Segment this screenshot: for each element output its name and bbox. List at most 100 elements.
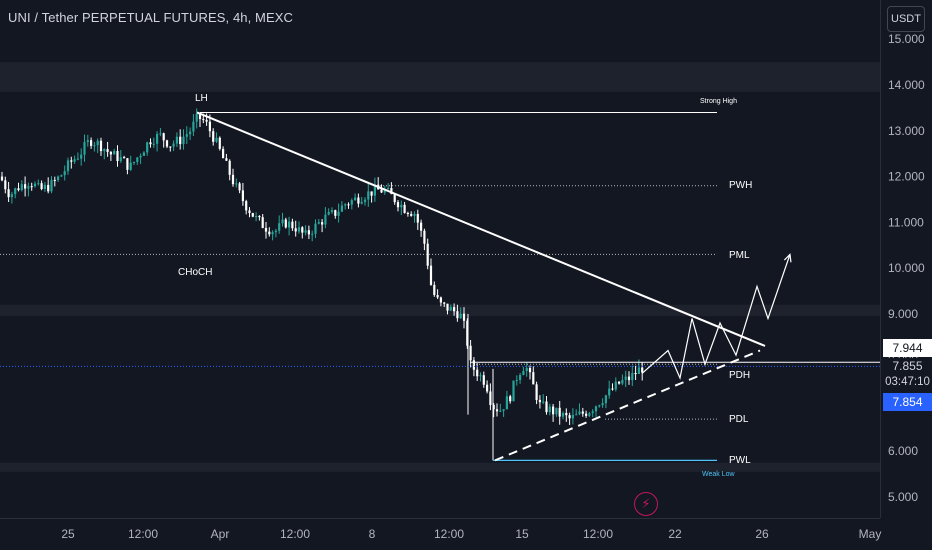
candle-body bbox=[255, 215, 258, 217]
candle-body bbox=[443, 302, 446, 304]
candle bbox=[192, 114, 195, 137]
candle bbox=[57, 175, 60, 182]
candle-body bbox=[0, 176, 4, 181]
candle-body bbox=[641, 367, 644, 373]
pwh-label: PWH bbox=[729, 180, 752, 191]
candle bbox=[86, 134, 89, 147]
candle-body bbox=[225, 158, 228, 161]
candle-body bbox=[482, 375, 485, 385]
candle-body bbox=[459, 313, 462, 319]
tradingview-bolt-icon[interactable]: ⚡ bbox=[634, 492, 658, 516]
candle-body bbox=[291, 221, 294, 229]
candle bbox=[611, 383, 614, 391]
candle-body bbox=[614, 381, 617, 390]
ascending-trendline bbox=[494, 349, 761, 462]
candle-body bbox=[420, 222, 423, 231]
candle-body bbox=[86, 140, 89, 143]
candle-body bbox=[555, 407, 558, 415]
candle-body bbox=[324, 214, 327, 225]
candle-body bbox=[14, 188, 17, 195]
candle bbox=[284, 217, 287, 229]
candle-body bbox=[492, 405, 495, 410]
descending-trendline bbox=[196, 111, 766, 347]
candle-body bbox=[535, 384, 538, 400]
candle-body bbox=[446, 303, 449, 311]
candle-body bbox=[476, 369, 479, 377]
candle bbox=[172, 140, 175, 152]
choch-label: CHoCH bbox=[178, 267, 212, 278]
currency-button[interactable]: USDT bbox=[887, 6, 925, 32]
candle-body bbox=[57, 176, 60, 181]
candle-body bbox=[403, 204, 406, 213]
candle-body bbox=[314, 223, 317, 234]
candle bbox=[53, 176, 56, 187]
candle bbox=[578, 403, 581, 416]
candle-body bbox=[396, 202, 400, 208]
candle-body bbox=[565, 412, 568, 416]
candle bbox=[248, 207, 251, 218]
candle-body bbox=[40, 183, 43, 190]
projection-arrowhead bbox=[783, 253, 792, 263]
candle bbox=[479, 372, 482, 382]
candle bbox=[476, 363, 479, 381]
candle-body bbox=[80, 154, 83, 159]
candle-body bbox=[542, 401, 545, 403]
candle-body bbox=[449, 307, 452, 311]
candle bbox=[90, 137, 93, 149]
candle-body bbox=[20, 184, 23, 191]
candle-body bbox=[235, 183, 238, 185]
candle bbox=[116, 145, 119, 167]
candle-body bbox=[202, 119, 205, 121]
candle bbox=[565, 408, 568, 422]
candle bbox=[525, 362, 528, 377]
price-tick-label: 11.000 bbox=[888, 215, 924, 229]
candle bbox=[522, 366, 525, 376]
candle bbox=[7, 181, 10, 202]
candle-body bbox=[63, 171, 66, 176]
price-axis-separator bbox=[880, 0, 881, 518]
candle-body bbox=[479, 375, 482, 377]
candle-body bbox=[532, 372, 535, 385]
candle bbox=[76, 152, 79, 161]
candle-body bbox=[558, 407, 561, 417]
candle-body bbox=[106, 149, 109, 152]
candle-body bbox=[70, 160, 73, 162]
candle-body bbox=[126, 158, 129, 170]
candle bbox=[241, 182, 244, 206]
candle-body bbox=[519, 375, 522, 380]
candle-body bbox=[47, 184, 50, 192]
candle-body bbox=[416, 213, 419, 223]
candle bbox=[27, 182, 30, 197]
candle-body bbox=[578, 411, 581, 415]
candle-body bbox=[327, 211, 330, 215]
candle-body bbox=[601, 403, 604, 406]
candle-body bbox=[489, 391, 492, 406]
candle-body bbox=[588, 413, 591, 416]
candle-body bbox=[571, 414, 574, 419]
candle bbox=[14, 187, 17, 199]
candle-body bbox=[410, 214, 413, 216]
candle-body bbox=[469, 345, 472, 361]
candle bbox=[96, 138, 99, 154]
candle bbox=[222, 146, 225, 159]
candle-body bbox=[624, 376, 627, 380]
candle-body bbox=[113, 151, 116, 155]
candle-body bbox=[60, 175, 63, 177]
time-tick-label: 12:00 bbox=[280, 527, 310, 541]
candle bbox=[231, 168, 235, 187]
candle-body bbox=[525, 367, 528, 371]
candle-body bbox=[7, 189, 10, 198]
candle-body bbox=[43, 184, 46, 190]
candle bbox=[601, 398, 604, 408]
candle bbox=[350, 198, 353, 210]
candle bbox=[367, 183, 370, 207]
candle bbox=[370, 191, 373, 203]
time-tick-label: 12:00 bbox=[128, 527, 158, 541]
price-tick-label: 6.000 bbox=[888, 444, 918, 458]
candle bbox=[354, 193, 357, 201]
candle-body bbox=[172, 143, 175, 147]
candle bbox=[416, 209, 419, 230]
pdl-label: PDL bbox=[729, 414, 749, 425]
candle bbox=[149, 138, 152, 148]
